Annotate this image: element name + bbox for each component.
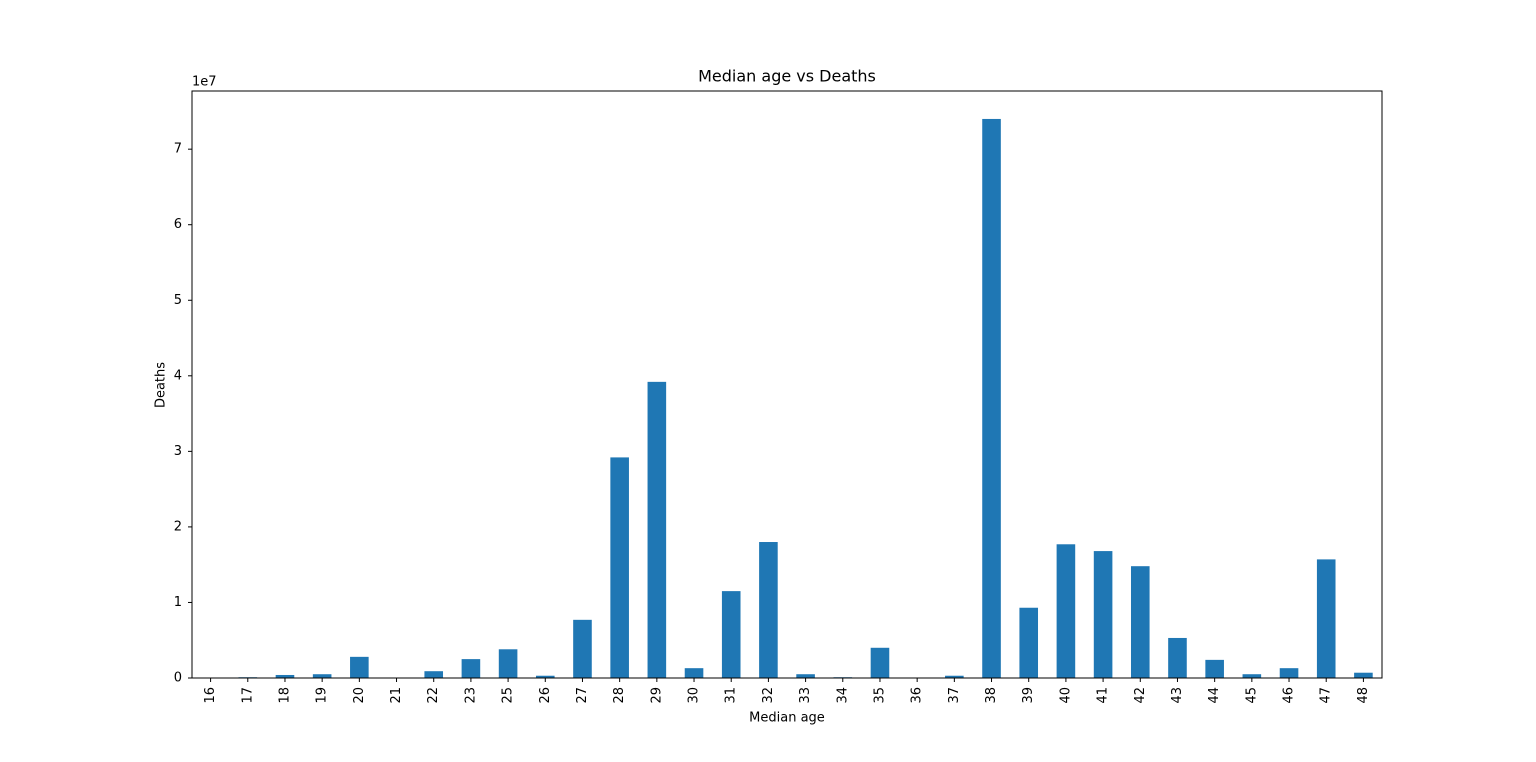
x-tick-label: 31 [724, 687, 739, 704]
x-tick-label: 35 [872, 687, 887, 704]
x-tick-label: 39 [1021, 687, 1036, 704]
bar [610, 457, 629, 678]
x-tick-label: 46 [1282, 687, 1297, 704]
plot-frame [191, 90, 1383, 679]
bar [945, 675, 964, 678]
x-tick-label: 18 [277, 687, 292, 704]
x-tick-label: 17 [240, 687, 255, 704]
bar [1242, 674, 1262, 678]
bar [1205, 659, 1224, 678]
bar [1056, 544, 1076, 678]
bar [350, 656, 369, 678]
bar [684, 668, 704, 678]
y-axis-label: Deaths [154, 362, 169, 408]
bar [1168, 637, 1187, 678]
x-tick-label: 42 [1133, 687, 1148, 704]
x-tick-label: 38 [984, 687, 999, 704]
x-tick-label: 20 [352, 687, 367, 704]
x-tick-label: 29 [649, 687, 664, 704]
y-tick-label: 0 [174, 671, 182, 686]
x-tick-label: 37 [947, 687, 962, 704]
y-tick-label: 2 [174, 519, 182, 534]
bar [535, 675, 555, 678]
y-tick-label: 4 [174, 368, 182, 383]
x-tick-label: 21 [389, 687, 404, 704]
x-axis-label: Median age [749, 711, 825, 726]
bar [573, 619, 592, 678]
x-tick-label: 23 [463, 687, 478, 704]
bar [1130, 566, 1150, 678]
bar [1316, 559, 1336, 678]
bar [870, 647, 890, 678]
x-tick-label: 44 [1207, 687, 1222, 704]
x-tick-label: 27 [575, 687, 590, 704]
x-tick-label: 28 [612, 687, 627, 704]
x-tick-label: 19 [315, 687, 330, 704]
bar [1019, 607, 1039, 678]
bar [1354, 672, 1373, 678]
x-tick-label: 16 [203, 687, 218, 704]
x-tick-label: 41 [1096, 687, 1111, 704]
y-tick-label: 5 [174, 293, 182, 308]
bar [461, 659, 481, 678]
x-tick-label: 25 [501, 687, 516, 704]
bar [759, 542, 778, 678]
bar [312, 674, 332, 678]
chart-title: Median age vs Deaths [698, 67, 876, 86]
y-tick-label: 7 [174, 142, 182, 157]
bar [1093, 551, 1113, 678]
x-tick-label: 36 [910, 687, 925, 704]
bar [796, 674, 815, 678]
x-tick-label: 22 [426, 687, 441, 704]
x-tick-label: 30 [687, 687, 702, 704]
bar [424, 671, 444, 678]
y-tick-label: 1 [174, 595, 182, 610]
x-tick-label: 40 [1058, 687, 1073, 704]
x-tick-label: 48 [1356, 687, 1371, 704]
x-tick-label: 47 [1319, 687, 1334, 704]
x-tick-label: 45 [1244, 687, 1259, 704]
bar [1279, 668, 1299, 678]
x-tick-label: 33 [798, 687, 813, 704]
bar [982, 118, 1001, 678]
y-offset-label: 1e7 [192, 75, 217, 90]
x-tick-label: 32 [761, 687, 776, 704]
bar [647, 381, 667, 678]
bar [275, 674, 295, 678]
bar [498, 649, 518, 678]
bar [721, 591, 741, 678]
x-tick-label: 43 [1170, 687, 1185, 704]
y-tick-label: 6 [174, 217, 182, 232]
y-tick-label: 3 [174, 444, 182, 459]
x-tick-label: 34 [835, 687, 850, 704]
x-tick-label: 26 [538, 687, 553, 704]
